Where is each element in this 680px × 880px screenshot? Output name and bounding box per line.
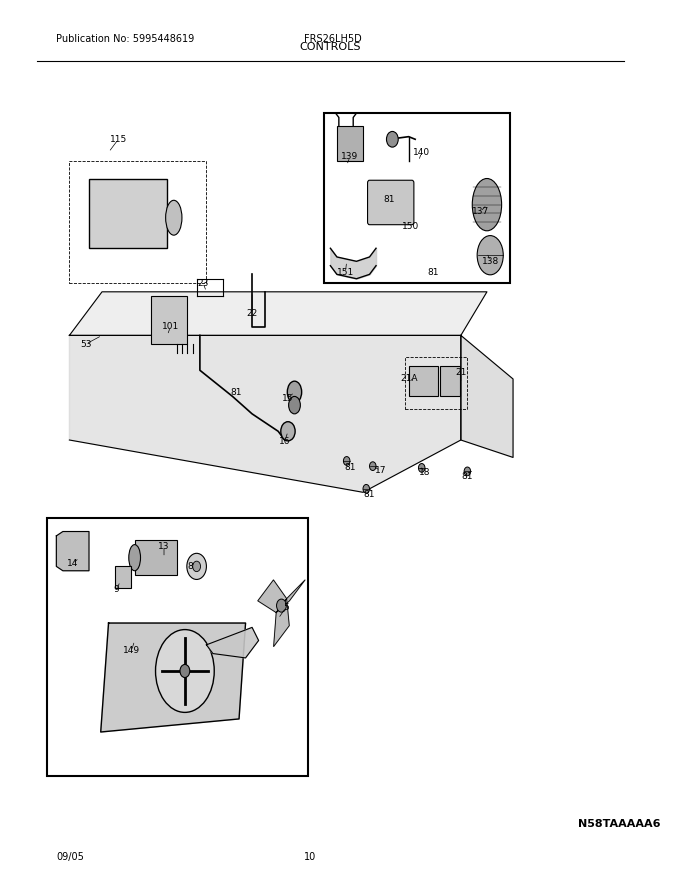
Text: 139: 139 (341, 152, 358, 161)
Polygon shape (207, 627, 258, 658)
Bar (405, 357, 467, 409)
Text: 14: 14 (67, 560, 78, 568)
Ellipse shape (343, 457, 350, 466)
Text: 16: 16 (279, 437, 290, 446)
Text: 13: 13 (158, 542, 170, 551)
Text: 18: 18 (419, 468, 430, 477)
Text: 21: 21 (455, 368, 466, 377)
FancyBboxPatch shape (368, 180, 414, 224)
Text: 81: 81 (384, 195, 395, 204)
Bar (69, 161, 207, 283)
Ellipse shape (288, 381, 302, 403)
Bar (440, 366, 460, 396)
Bar (135, 540, 177, 576)
Text: 09/05: 09/05 (56, 852, 84, 862)
Ellipse shape (187, 554, 207, 579)
Text: 53: 53 (80, 340, 92, 348)
Text: 81: 81 (428, 268, 439, 277)
Ellipse shape (180, 664, 190, 678)
Ellipse shape (386, 131, 398, 147)
Polygon shape (56, 532, 89, 571)
Text: CONTROLS: CONTROLS (300, 42, 361, 52)
Ellipse shape (166, 201, 182, 235)
Ellipse shape (156, 629, 214, 713)
Ellipse shape (464, 467, 471, 476)
Text: 149: 149 (123, 647, 140, 656)
Text: 81: 81 (462, 472, 473, 481)
Text: 81: 81 (344, 464, 356, 473)
Text: 81: 81 (230, 387, 241, 397)
Bar (115, 567, 131, 588)
Polygon shape (69, 335, 461, 492)
Text: N58TAAAAA6: N58TAAAAA6 (578, 818, 661, 829)
Ellipse shape (192, 561, 201, 572)
Ellipse shape (473, 179, 502, 231)
Text: 115: 115 (109, 135, 127, 143)
Ellipse shape (363, 485, 369, 493)
Text: 150: 150 (402, 222, 420, 231)
Text: 137: 137 (472, 207, 489, 216)
Ellipse shape (369, 462, 376, 471)
Ellipse shape (129, 545, 141, 571)
Text: 140: 140 (413, 148, 430, 157)
Text: 9: 9 (114, 585, 119, 594)
Text: 81: 81 (364, 490, 375, 500)
Text: 138: 138 (481, 257, 499, 266)
Ellipse shape (477, 236, 503, 275)
Text: 15: 15 (282, 393, 294, 403)
Bar (337, 126, 363, 161)
Bar (151, 297, 187, 344)
Ellipse shape (418, 464, 425, 473)
Text: 22: 22 (246, 309, 258, 318)
Polygon shape (69, 292, 487, 335)
Text: 17: 17 (375, 466, 386, 475)
Bar (324, 114, 510, 283)
Polygon shape (258, 580, 287, 612)
Ellipse shape (281, 422, 295, 441)
Polygon shape (273, 598, 289, 647)
Text: 21A: 21A (400, 375, 418, 384)
Polygon shape (101, 623, 245, 732)
Text: 10: 10 (304, 852, 316, 862)
Text: 8: 8 (187, 562, 193, 571)
Polygon shape (276, 580, 305, 612)
Bar (409, 366, 438, 396)
Bar (89, 179, 167, 248)
Text: 151: 151 (337, 268, 354, 277)
Polygon shape (461, 335, 513, 458)
Ellipse shape (277, 599, 286, 612)
Text: 101: 101 (162, 322, 179, 331)
Text: 23: 23 (197, 279, 209, 288)
Text: Publication No: 5995448619: Publication No: 5995448619 (56, 34, 194, 44)
Text: 5: 5 (283, 603, 289, 612)
Bar (46, 518, 307, 775)
Text: FRS26LH5D: FRS26LH5D (304, 34, 362, 44)
Ellipse shape (288, 396, 301, 414)
